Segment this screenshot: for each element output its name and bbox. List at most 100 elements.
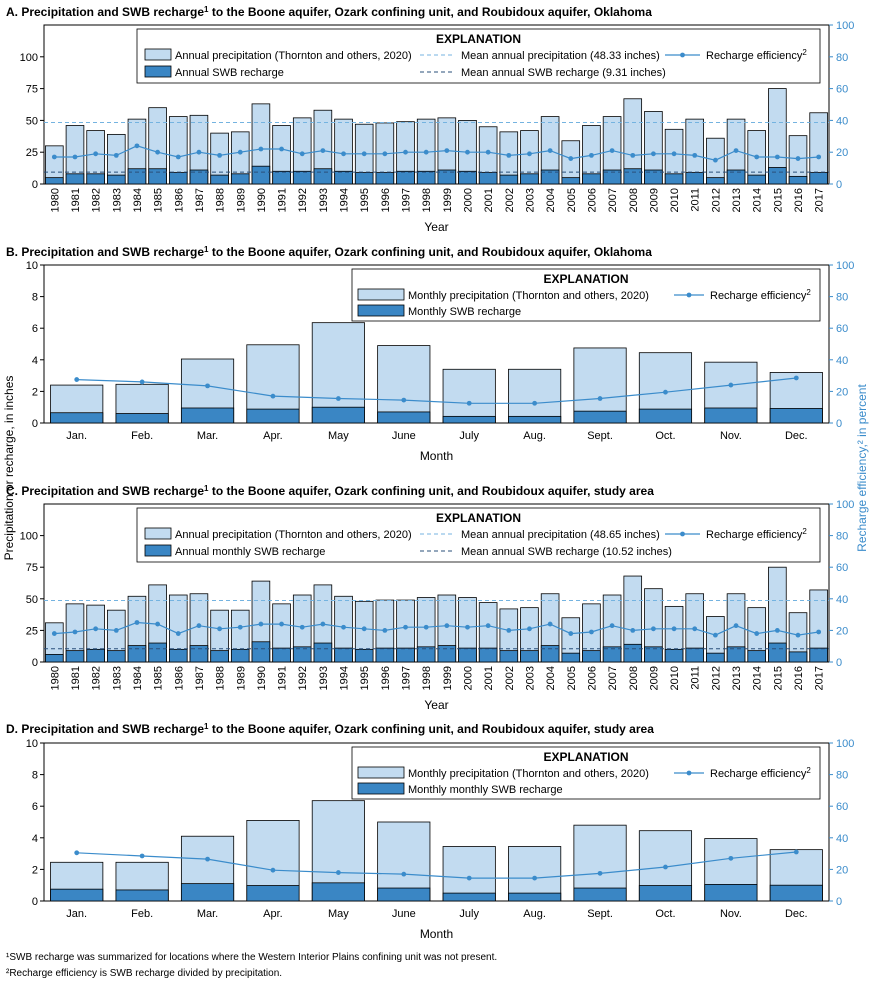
y2-tick-label: 60 — [836, 801, 848, 813]
x-tick-label: 1990 — [256, 666, 268, 690]
x-tick-label: 1991 — [277, 188, 289, 212]
efficiency-point — [589, 629, 594, 635]
efficiency-point — [196, 149, 202, 155]
recharge-bar — [540, 645, 560, 663]
x-tick-label: Feb. — [131, 908, 153, 920]
x-axis-label: Month — [420, 927, 453, 941]
efficiency-point — [568, 631, 574, 636]
x-tick-label: Sept. — [587, 430, 613, 442]
y2-tick-label: 0 — [836, 179, 842, 191]
panel-B: B. Precipitation and SWB recharge1 to th… — [6, 245, 854, 464]
y-tick-label: 50 — [26, 115, 38, 127]
recharge-bar — [664, 173, 684, 185]
x-tick-label: July — [459, 908, 479, 920]
y-tick-label: 100 — [20, 52, 38, 64]
legend-label-precip: Monthly precipitation (Thornton and othe… — [408, 290, 649, 302]
x-tick-label: Nov. — [720, 430, 742, 442]
x-tick-label: 1995 — [359, 666, 371, 690]
y-tick-label: 75 — [26, 84, 38, 96]
x-tick-label: 1987 — [194, 188, 206, 212]
efficiency-point — [609, 148, 615, 154]
efficiency-point — [270, 867, 276, 873]
efficiency-point — [728, 382, 734, 388]
efficiency-point — [609, 623, 615, 629]
y2-tick-label: 20 — [836, 625, 848, 637]
x-tick-label: Nov. — [720, 908, 742, 920]
x-tick-label: 2015 — [772, 188, 784, 212]
recharge-bar — [189, 645, 209, 663]
recharge-bar — [582, 650, 601, 663]
recharge-bar — [520, 173, 539, 185]
recharge-bar — [726, 169, 746, 185]
efficiency-point — [113, 152, 119, 158]
efficiency-point — [382, 628, 388, 633]
recharge-bar — [230, 173, 250, 185]
x-tick-label: 1982 — [91, 188, 103, 212]
recharge-bar — [768, 642, 787, 663]
efficiency-point — [671, 626, 677, 632]
recharge-bar — [442, 892, 496, 902]
recharge-bar — [375, 647, 395, 663]
efficiency-line — [76, 851, 797, 879]
y2-tick-label: 20 — [836, 864, 848, 876]
x-tick-label: 1992 — [297, 666, 309, 690]
x-tick-label: 1980 — [49, 666, 61, 690]
efficiency-point — [793, 849, 799, 855]
legend: EXPLANATION Annual precipitation (Thornto… — [136, 28, 821, 84]
efficiency-point — [361, 626, 367, 632]
legend-box — [136, 28, 821, 84]
efficiency-point — [341, 151, 346, 157]
x-tick-label: 1994 — [339, 188, 351, 212]
x-tick-label: 2003 — [524, 188, 536, 212]
x-tick-label: 2011 — [690, 666, 702, 690]
efficiency-point — [651, 626, 656, 632]
x-tick-label: 1994 — [339, 666, 351, 690]
efficiency-point — [237, 624, 243, 630]
x-tick-label: Mar. — [197, 430, 218, 442]
x-tick-label: 1997 — [401, 188, 413, 212]
x-tick-label: Mar. — [197, 908, 218, 920]
x-tick-label: 1980 — [49, 188, 61, 212]
efficiency-point — [51, 154, 57, 160]
efficiency-point — [465, 149, 470, 155]
efficiency-point — [671, 151, 677, 157]
legend-swatch-efficiency-dot — [680, 52, 685, 58]
efficiency-point — [795, 632, 801, 638]
recharge-bar — [354, 648, 374, 663]
recharge-bar — [704, 407, 758, 424]
recharge-bar — [311, 406, 365, 424]
x-tick-label: 2014 — [752, 666, 764, 690]
legend: EXPLANATION Annual precipitation (Thornto… — [136, 507, 821, 563]
x-tick-label: 2000 — [462, 188, 474, 212]
left-axis-label: Precipitation or recharge, in inches — [2, 376, 16, 561]
x-tick-label: 1995 — [359, 188, 371, 212]
recharge-bar — [65, 650, 85, 663]
efficiency-point — [547, 148, 553, 154]
recharge-bar — [375, 172, 395, 185]
recharge-bar — [458, 170, 477, 185]
x-tick-label: 2016 — [793, 666, 805, 690]
efficiency-point — [774, 154, 780, 160]
x-tick-label: 2009 — [648, 666, 660, 690]
recharge-bar — [334, 647, 353, 663]
efficiency-point — [597, 396, 603, 401]
efficiency-point — [485, 623, 491, 629]
recharge-bar — [86, 173, 105, 185]
legend-label-mean-recharge: Mean annual SWB recharge (9.31 inches) — [461, 67, 666, 79]
y-tick-label: 100 — [20, 531, 38, 543]
recharge-bar — [251, 641, 271, 663]
x-tick-label: 2001 — [483, 188, 495, 212]
recharge-bar — [747, 174, 766, 185]
x-tick-label: 1984 — [132, 666, 144, 690]
efficiency-point — [217, 152, 222, 158]
recharge-bar — [246, 408, 300, 424]
recharge-bar — [246, 885, 300, 902]
panel-title: B. Precipitation and SWB recharge1 to th… — [6, 245, 652, 260]
y-tick-label: 0 — [32, 418, 38, 430]
efficiency-point — [205, 383, 210, 389]
recharge-bar — [478, 172, 498, 185]
efficiency-point — [382, 151, 388, 157]
recharge-bar — [45, 177, 64, 185]
recharge-bar — [638, 885, 693, 902]
x-tick-label: 1985 — [153, 666, 165, 690]
